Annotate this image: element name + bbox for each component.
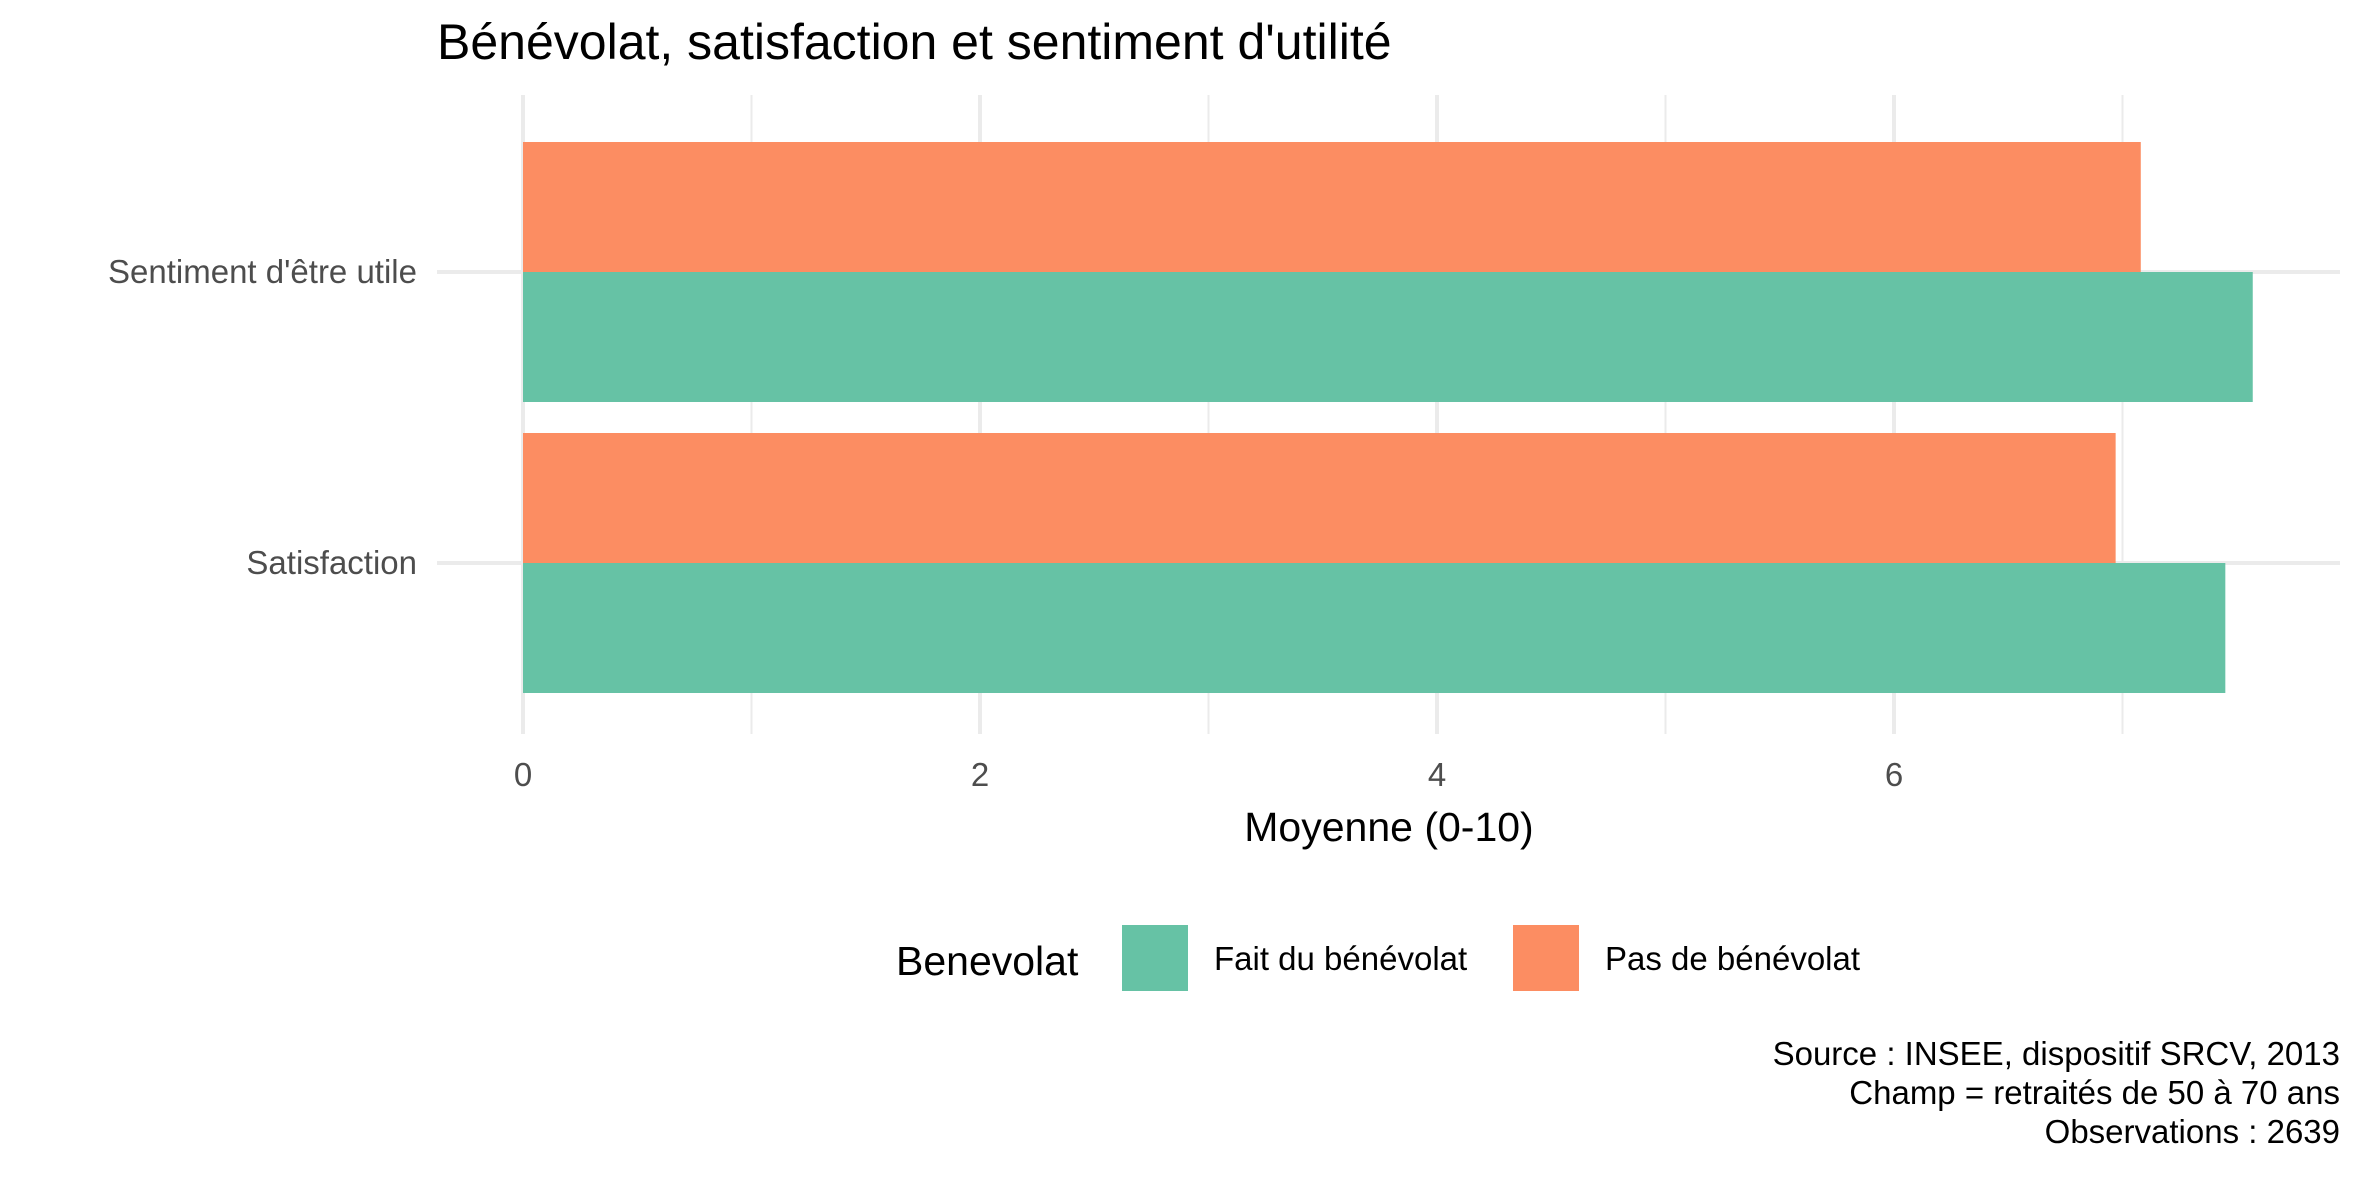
caption-champ: Champ = retraités de 50 à 70 ans bbox=[1849, 1074, 2340, 1111]
legend-label-fait-du-benevolat: Fait du bénévolat bbox=[1214, 940, 1467, 977]
legend-key-pas-de-benevolat bbox=[1513, 925, 1579, 991]
legend: Benevolat Fait du bénévolat Pas de bénév… bbox=[896, 925, 1860, 991]
y-tick-label: Satisfaction bbox=[246, 544, 417, 581]
legend-title: Benevolat bbox=[896, 938, 1079, 984]
bar-sentiment-d-tre-utile-fait-du-b-n-volat bbox=[523, 272, 2253, 402]
y-axis: Satisfaction Sentiment d'être utile bbox=[108, 253, 417, 581]
x-axis-label: Moyenne (0-10) bbox=[1244, 804, 1533, 850]
x-tick-label: 2 bbox=[971, 756, 989, 793]
caption: Source : INSEE, dispositif SRCV, 2013 Ch… bbox=[1773, 1035, 2340, 1150]
chart-title: Bénévolat, satisfaction et sentiment d'u… bbox=[437, 14, 1392, 70]
y-tick-label: Sentiment d'être utile bbox=[108, 253, 417, 290]
bars bbox=[523, 142, 2253, 693]
legend-key-fait-du-benevolat bbox=[1122, 925, 1188, 991]
x-tick-label: 6 bbox=[1885, 756, 1903, 793]
x-tick-label: 4 bbox=[1428, 756, 1446, 793]
caption-source: Source : INSEE, dispositif SRCV, 2013 bbox=[1773, 1035, 2340, 1072]
legend-label-pas-de-benevolat: Pas de bénévolat bbox=[1605, 940, 1860, 977]
bar-satisfaction-fait-du-b-n-volat bbox=[523, 563, 2226, 693]
x-tick-label: 0 bbox=[514, 756, 532, 793]
bar-sentiment-d-tre-utile-pas-de-b-n-volat bbox=[523, 142, 2141, 272]
bar-satisfaction-pas-de-b-n-volat bbox=[523, 433, 2116, 563]
x-axis: 0 2 4 6 bbox=[514, 756, 1903, 793]
caption-observations: Observations : 2639 bbox=[2045, 1113, 2340, 1150]
